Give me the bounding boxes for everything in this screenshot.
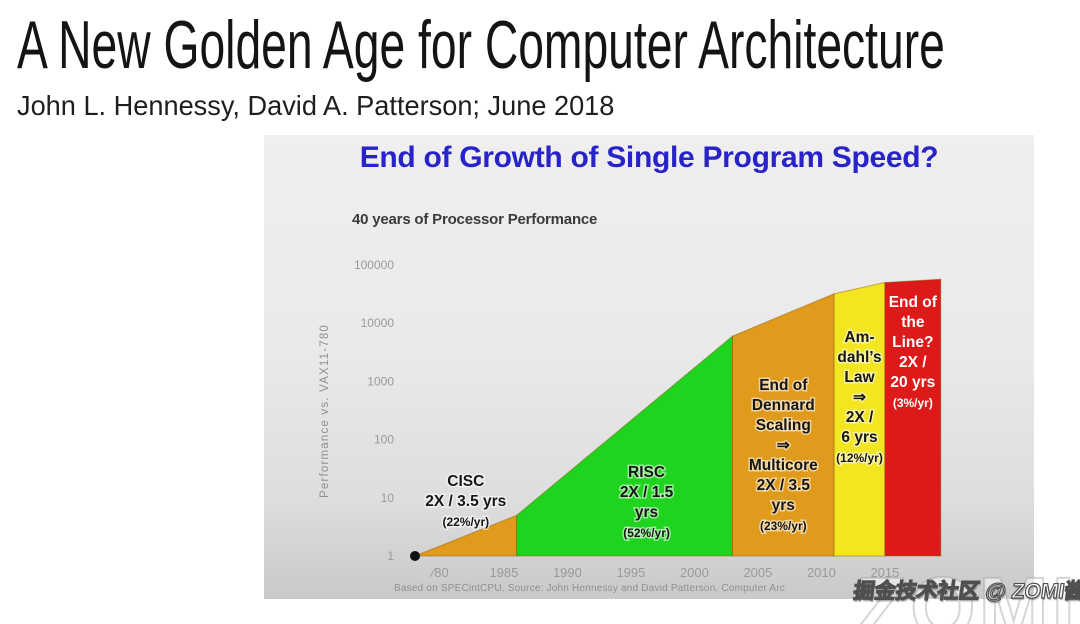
era-label-cisc: CISC 2X / 3.5 yrs (22%/yr): [425, 473, 506, 529]
watermark-big-text: ZOMI酱: [855, 559, 1080, 624]
era-band-end-of-line: [884, 278, 942, 557]
y-tick-label: 100: [374, 433, 394, 447]
x-tick-label: 1985: [489, 565, 518, 580]
era-label-dennard: End of Dennard Scaling ⇒ Multicore 2X / 3.5 yr…: [749, 377, 818, 533]
slide-title: End of Growth of Single Program Speed?: [359, 141, 939, 174]
era-band-risc: [516, 335, 733, 557]
x-tick-label: 1990: [553, 565, 582, 580]
source-note: Based on SPECintCPU. Source: John Hennes…: [394, 583, 785, 594]
era-label-amdahl: Am-dahl’s Law ⇒ 2X /6 yrs (12%/yr): [836, 329, 883, 465]
chart-heading: 40 years of Processor Performance: [352, 211, 598, 228]
x-tick-label: 2000: [680, 565, 709, 580]
era-label-risc: RISC 2X / 1.5 yrs (52%/yr): [620, 464, 674, 540]
x-tick-label: 2015: [870, 565, 899, 580]
x-tick-label: 1995: [616, 565, 645, 580]
x-tick-label: ⁄80: [429, 565, 449, 580]
page-title: A New Golden Age for Computer Architectu…: [17, 7, 945, 83]
era-label-end-of-line: End of the Line? 2X /20 yrs (3%/yr): [889, 294, 938, 410]
x-tick-label: 2010: [807, 565, 836, 580]
start-point-marker: [410, 551, 420, 561]
y-tick-label: 100000: [354, 258, 394, 272]
y-axis-label: Performance vs. VAX11-780: [319, 324, 331, 498]
y-tick-label: 10000: [361, 316, 395, 330]
y-tick-label: 1000: [367, 374, 394, 388]
x-tick-label: 2005: [743, 565, 772, 580]
page-subtitle: John L. Hennessy, David A. Patterson; Ju…: [17, 90, 615, 121]
y-tick-label: 10: [381, 491, 395, 505]
performance-chart: 1 10 100 1000 10000 100000 ⁄80 1985 1990 1995 2000…: [319, 258, 942, 594]
slide: 1 10 100 1000 10000 100000 ⁄80 1985 1990 1995 2000…: [264, 135, 1034, 599]
watermark-badge: 掘金技术社区 @ ZOMI酱: [851, 579, 1080, 603]
y-tick-label: 1: [387, 549, 394, 563]
